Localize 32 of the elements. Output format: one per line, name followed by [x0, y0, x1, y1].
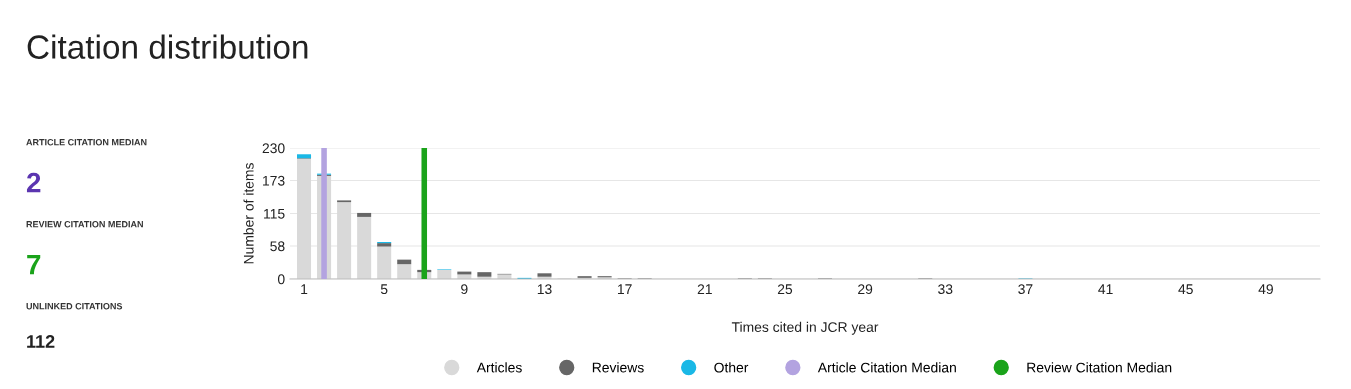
x-tick-label: 17	[617, 284, 632, 294]
x-tick-label: 13	[537, 284, 552, 295]
legend-label: Review Citation Median	[1027, 362, 1172, 373]
legend-label: Articles	[476, 362, 522, 373]
x-tick-label: 5	[380, 284, 388, 295]
text: Citation distribution	[27, 34, 308, 59]
y-tick-label: 0	[277, 274, 285, 285]
legend-label: Other	[714, 362, 749, 373]
x-tick-label: 21	[697, 284, 712, 294]
x-tick-label: 9	[461, 284, 468, 295]
text: 112	[27, 335, 55, 348]
y-axis-title: Number of items	[243, 163, 254, 264]
x-tick-label: 37	[1018, 284, 1033, 295]
text: 2	[26, 172, 41, 193]
y-tick-label: 230	[262, 143, 285, 154]
y-tick-label: 115	[264, 208, 285, 219]
x-tick-label: 1	[301, 284, 308, 294]
x-tick-label: 25	[777, 284, 793, 295]
x-tick-label: 45	[1178, 284, 1193, 295]
x-axis-title: Times cited in JCR year	[731, 321, 879, 335]
text: UNLINKED CITATIONS	[26, 303, 123, 310]
text: 7	[27, 255, 41, 275]
y-tick-label: 173	[263, 175, 285, 186]
text: REVIEW CITATION MEDIAN	[26, 221, 143, 228]
legend-label: Article Citation Median	[817, 362, 956, 373]
y-tick-label: 58	[270, 241, 285, 252]
text: ARTICLE CITATION MEDIAN	[26, 139, 147, 146]
legend-label: Reviews	[592, 362, 644, 373]
x-tick-label: 41	[1098, 284, 1113, 294]
x-tick-label: 33	[938, 284, 953, 295]
x-tick-label: 49	[1258, 284, 1273, 295]
x-tick-label: 29	[858, 284, 873, 295]
